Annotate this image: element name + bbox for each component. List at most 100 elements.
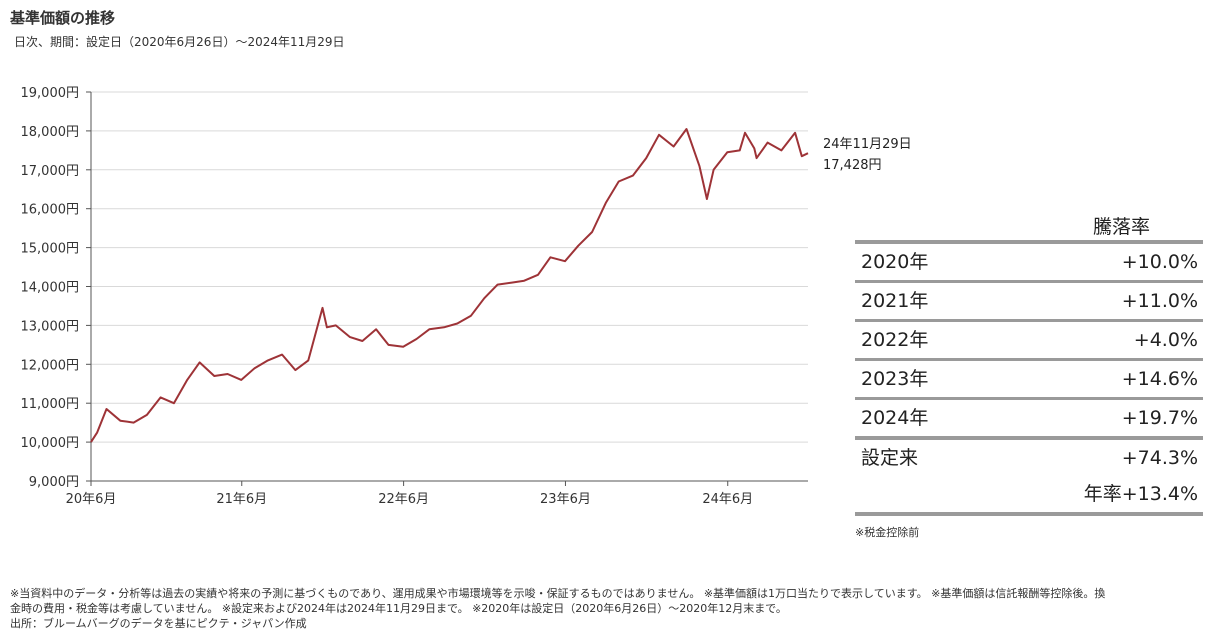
table-rule	[855, 240, 1203, 244]
data-point	[281, 354, 283, 356]
y-tick-label: 13,000円	[21, 319, 80, 334]
data-point	[326, 326, 328, 328]
y-tick-label: 19,000円	[21, 86, 80, 101]
data-point	[227, 373, 229, 375]
row-value: +11.0%	[1121, 290, 1198, 312]
latest-value-annotation: 24年11月29日 17,428円	[823, 134, 912, 176]
row-value: +10.0%	[1121, 251, 1198, 273]
performance-header: 騰落率	[1092, 216, 1150, 238]
data-point	[801, 155, 803, 157]
data-point	[335, 324, 337, 326]
table-rule	[855, 280, 1203, 283]
data-point	[645, 157, 647, 159]
table-rule	[855, 512, 1203, 516]
performance-row-since-inception: 設定来 +74.3%	[855, 440, 1203, 476]
data-point	[199, 361, 201, 363]
y-tick-label: 17,000円	[21, 164, 80, 179]
latest-price-label: 17,428円	[823, 158, 882, 173]
data-point	[497, 284, 499, 286]
data-point	[90, 441, 92, 443]
footnote-line: 出所：ブルームバーグのデータを基にピクテ・ジャパン作成	[10, 617, 307, 630]
annualized-return: 年率+13.4%	[1083, 483, 1198, 505]
table-rule	[855, 358, 1203, 361]
data-point	[96, 431, 98, 433]
data-point	[186, 379, 188, 381]
data-point	[483, 297, 485, 299]
tax-note: ※税金控除前	[855, 526, 920, 539]
row-label: 2022年	[861, 329, 929, 351]
data-point	[756, 157, 758, 159]
row-value: +19.7%	[1121, 407, 1198, 429]
y-tick-label: 9,000円	[29, 475, 79, 490]
chart-title: 基準価額の推移	[10, 9, 116, 27]
data-point	[726, 151, 728, 153]
x-tick-label: 20年6月	[66, 492, 117, 507]
data-point	[549, 256, 551, 258]
row-label: 2021年	[861, 290, 929, 312]
x-tick-label: 23年6月	[540, 492, 591, 507]
footnote-line: ※当資料中のデータ・分析等は過去の実績や将来の予測に基づくものであり、運用成果や…	[10, 587, 1106, 600]
data-point	[402, 346, 404, 348]
data-point	[213, 375, 215, 377]
data-point	[416, 338, 418, 340]
performance-row-annualized: 年率+13.4%	[855, 476, 1203, 512]
data-point	[294, 369, 296, 371]
row-value: +74.3%	[1121, 447, 1198, 469]
x-tick-label: 22年6月	[378, 492, 429, 507]
data-point	[713, 169, 715, 171]
row-label: 2024年	[861, 407, 929, 429]
x-tick-label: 21年6月	[216, 492, 267, 507]
y-tick-label: 10,000円	[21, 436, 80, 451]
performance-table: 騰落率 2020年 +10.0% 2021年 +11.0% 2022年 +4.0…	[855, 208, 1203, 540]
y-tick-label: 16,000円	[21, 203, 80, 218]
latest-date-label: 24年11月29日	[823, 137, 912, 152]
data-point	[470, 315, 472, 317]
x-tick-label: 24年6月	[702, 492, 753, 507]
row-value: +4.0%	[1133, 329, 1198, 351]
data-point	[119, 420, 121, 422]
data-point	[160, 396, 162, 398]
y-tick-label: 15,000円	[21, 242, 80, 257]
performance-row-2021: 2021年 +11.0%	[855, 283, 1203, 319]
row-value: +14.6%	[1121, 368, 1198, 390]
data-point	[322, 307, 324, 309]
data-point	[375, 328, 377, 330]
data-point	[173, 402, 175, 404]
data-point	[537, 274, 539, 276]
row-label: 設定来	[861, 447, 919, 469]
chart-subtitle: 日次、期間：設定日（2020年6月26日）～2024年11月29日	[14, 35, 345, 49]
data-point	[807, 152, 809, 154]
data-point	[240, 379, 242, 381]
data-point	[706, 198, 708, 200]
performance-row-2023: 2023年 +14.6%	[855, 361, 1203, 397]
performance-row-2022: 2022年 +4.0%	[855, 322, 1203, 358]
table-rule	[855, 319, 1203, 322]
data-point	[780, 149, 782, 151]
nav-line	[90, 128, 809, 443]
data-point	[605, 202, 607, 204]
y-tick-label: 11,000円	[21, 397, 80, 412]
performance-row-2024: 2024年 +19.7%	[855, 400, 1203, 436]
data-point	[794, 132, 796, 134]
y-tick-label: 12,000円	[21, 358, 80, 373]
y-tick-label: 18,000円	[21, 125, 80, 140]
data-point	[456, 323, 458, 325]
data-point	[767, 142, 769, 144]
performance-row-2020: 2020年 +10.0%	[855, 244, 1203, 280]
y-tick-label: 14,000円	[21, 281, 80, 296]
data-point	[361, 340, 363, 342]
data-point	[744, 132, 746, 134]
data-point	[443, 326, 445, 328]
data-point	[564, 260, 566, 262]
data-point	[632, 175, 634, 177]
data-point	[739, 149, 741, 151]
table-rule	[855, 436, 1203, 440]
data-point	[577, 245, 579, 247]
data-point	[307, 359, 309, 361]
data-point	[658, 134, 660, 136]
data-point	[523, 280, 525, 282]
footnotes: ※当資料中のデータ・分析等は過去の実績や将来の予測に基づくものであり、運用成果や…	[10, 586, 1205, 631]
data-point	[686, 128, 688, 130]
data-point	[254, 367, 256, 369]
